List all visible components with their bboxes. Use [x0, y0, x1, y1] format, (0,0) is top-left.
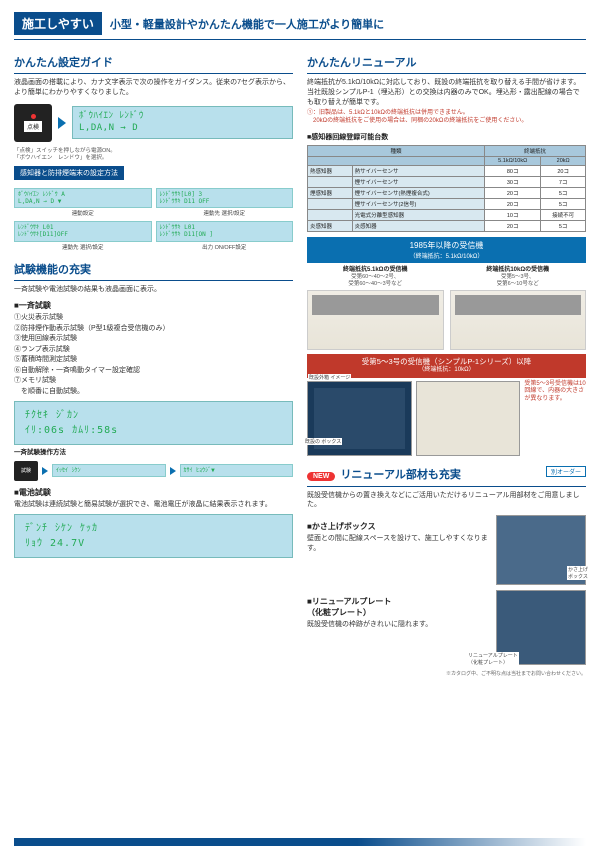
header-sub: 小型・軽量設計やかんたん機能で一人施工がより簡単に: [110, 16, 384, 32]
plate-img: リニューアルプレート （化粧プレート）: [496, 590, 586, 665]
flow-lcd1: ｲｯｾｲ ｼｹﾝ: [52, 464, 166, 477]
flow-h: 一斉試験操作方法: [14, 449, 293, 457]
guide-note: 「点検」スイッチを押しながら電源ON。「ボウハイエン レンドウ」を選択。: [14, 148, 293, 162]
order-tag: 別オーダー: [546, 466, 586, 477]
test-list: ①火災表示試験②防排煙作動表示試験（P型1級複合受信機のみ）③使用回線表示試験④…: [14, 313, 293, 397]
inner-img-left: 既設外箱 イメージ 既設の ボックス: [307, 381, 412, 456]
plate-h: ■リニューアルプレート （化粧プレート）: [307, 596, 490, 618]
batt-desc: 電池試験は連続試験と簡易試験が選択でき、電池電圧が液晶に結果表示されます。: [14, 500, 293, 510]
lcd-guide-main: ﾎﾞｳﾊｲｴﾝ ﾚﾝﾄﾞｳL,DA,N → D: [72, 106, 293, 139]
lcd-accum: ﾁｸｾｷ ｼﾞｶﾝｲﾘ:06s ｶﾑﾘ:58s: [14, 401, 293, 445]
header-rule: [14, 39, 586, 40]
recv-banner-1: 1985年以降の受信機（終端抵抗：5.1kΩ/10kΩ）: [307, 237, 586, 263]
tenken-button[interactable]: 点検: [14, 104, 52, 142]
left-column: かんたん設定ガイド 液晶画面の搭載により、カナ文字表示で次の操作をガイダンス。従…: [14, 48, 293, 677]
test-title: 試験機能の充実: [14, 261, 293, 277]
inner-note: 受第5～3号受信機は10回線で、内器の大きさが異なります。: [524, 381, 586, 456]
inner-img-right: [416, 381, 521, 456]
footer-bar: [14, 838, 586, 846]
guide-desc: 液晶画面の搭載により、カナ文字表示で次の操作をガイダンス。従来の7セグ表示から、…: [14, 78, 293, 98]
parts-title: リニューアル部材も充実: [340, 469, 460, 481]
raise-box-d: 壁面との間に配線スペースを設けて、施工しやすくなります。: [307, 534, 490, 554]
batt-h: ■電池試験: [14, 487, 293, 498]
lcd-batt: ﾃﾞﾝﾁ ｼｹﾝ ｹｯｶﾘｮｳ 24.7V: [14, 514, 293, 558]
receiver-51k: 終端抵抗5.1kΩの受信機受第60～40～2号、 受第60～40～3号など: [307, 267, 444, 350]
arrow-icon: [58, 117, 66, 129]
flow-lcd2: ｶｻｲ ﾋｮｳｼﾞ▼: [180, 464, 294, 477]
parts-desc: 既設受信機からの置き換えなどにご活用いただけるリニューアル用部材をご用意しました…: [307, 491, 586, 511]
register-table: 種類終端抵抗5.1kΩ/10kΩ20kΩ熱感知器熱サイバーセンサ80コ20コ煙サ…: [307, 145, 586, 232]
test-button[interactable]: 試験: [14, 461, 38, 481]
guide-title: かんたん設定ガイド: [14, 54, 293, 70]
header-tag: 施工しやすい: [14, 12, 102, 35]
tbl-h: ■感知器回線登録可能台数: [307, 132, 586, 142]
sensor-banner: 感知器と防排煙端末の設定方法: [14, 166, 124, 180]
batch-test-h: ■一斉試験: [14, 300, 293, 311]
raise-box-h: ■かさ上げボックス: [307, 521, 490, 532]
test-desc: 一斉試験や電池試験の結果も液晶画面に表示。: [14, 285, 293, 295]
renewal-note: ①：旧製品は、5.1kΩと10kΩの終端抵抗は併用できません。 20kΩの終端抵…: [307, 110, 586, 126]
right-column: かんたんリニューアル 終端抵抗が5.1kΩ/10kΩに対応しており、既設の終端抵…: [307, 48, 586, 677]
raise-box-img: かさ上げ ボックス: [496, 515, 586, 585]
new-badge: NEW: [307, 472, 335, 481]
receiver-10k: 終端抵抗10kΩの受信機受第5～3号、 受第6～10号など: [450, 267, 587, 350]
renewal-desc: 終端抵抗が5.1kΩ/10kΩに対応しており、既設の終端抵抗を取り替える手間が省…: [307, 78, 586, 107]
renewal-title: かんたんリニューアル: [307, 54, 586, 70]
plate-d: 既設受信機の枠跡がきれいに隠れます。: [307, 620, 490, 630]
footer-note: ※カタログ中、ご不明な点は当社までお問い合わせください。: [307, 670, 586, 677]
